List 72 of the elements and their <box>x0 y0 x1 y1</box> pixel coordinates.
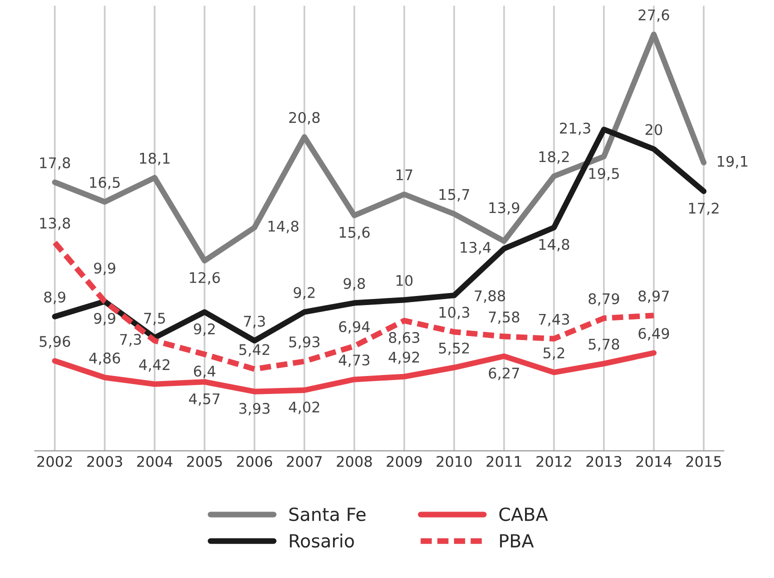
data-label: 19,5 <box>589 168 619 180</box>
x-tick-label: 2014 <box>636 456 672 467</box>
data-label: 7,3 <box>244 316 265 328</box>
data-label: 8,97 <box>638 290 669 304</box>
data-label: 15,7 <box>440 189 470 202</box>
data-label: 4,57 <box>189 393 220 406</box>
x-tick-label: 2004 <box>137 456 172 467</box>
data-label: 13,8 <box>40 218 70 230</box>
legend-label: Rosario <box>290 534 354 548</box>
x-tick-label: 2010 <box>436 456 472 467</box>
data-label: 7,3 <box>120 334 141 346</box>
legend-label: PBA <box>500 534 534 548</box>
data-label: 4,73 <box>338 354 370 368</box>
data-label: 15,6 <box>340 226 370 240</box>
x-tick-label: 2007 <box>286 456 322 467</box>
data-label: 14,8 <box>539 238 570 252</box>
data-label: 7,43 <box>538 314 570 326</box>
data-label: 5,96 <box>40 336 70 348</box>
data-label: 4,86 <box>89 352 120 366</box>
x-tick-label: 2002 <box>37 456 72 467</box>
data-label: 5,78 <box>588 338 620 352</box>
x-tick-label: 2012 <box>536 456 572 467</box>
x-tick-label: 2009 <box>386 456 422 467</box>
data-label: 19,1 <box>718 156 748 168</box>
data-label: 5,52 <box>439 342 469 356</box>
data-label: 10 <box>396 274 413 286</box>
data-label: 5,2 <box>544 347 564 360</box>
data-label: 4,02 <box>288 402 320 414</box>
x-tick-label: 2011 <box>486 456 522 467</box>
data-label: 8,63 <box>388 332 420 344</box>
data-label: 9,9 <box>94 262 116 276</box>
data-label: 7,58 <box>489 311 520 324</box>
data-label: 9,2 <box>294 287 315 300</box>
data-label: 5,42 <box>239 344 270 357</box>
data-label: 12,6 <box>190 272 220 285</box>
x-tick-label: 2006 <box>236 456 272 467</box>
data-label: 4,92 <box>388 352 419 364</box>
data-label: 20,8 <box>289 112 320 125</box>
data-label: 14,8 <box>268 220 298 234</box>
data-label: 27,6 <box>638 9 670 22</box>
data-label: 4,42 <box>139 359 170 372</box>
data-label: 6,27 <box>488 368 520 380</box>
data-label: 18,2 <box>539 151 569 164</box>
data-label: 6,4 <box>194 366 216 378</box>
data-label: 17,8 <box>40 157 70 170</box>
data-label: 6,94 <box>339 321 370 334</box>
data-label: 20 <box>646 124 662 136</box>
data-label: 5,93 <box>289 336 320 349</box>
data-label: 9,9 <box>94 312 116 326</box>
data-label: 21,3 <box>560 122 590 136</box>
data-label: 8,9 <box>44 292 66 304</box>
x-tick-label: 2005 <box>187 456 222 467</box>
legend-label: Santa Fe <box>289 507 366 522</box>
data-label: 6,49 <box>638 328 670 340</box>
data-label: 17 <box>396 170 412 180</box>
data-label: 7,5 <box>144 312 165 326</box>
data-label: 13,9 <box>489 202 520 215</box>
x-tick-label: 2003 <box>87 456 122 467</box>
data-label: 3,93 <box>239 402 270 416</box>
x-tick-label: 2015 <box>686 456 722 467</box>
data-label: 13,4 <box>460 242 491 254</box>
data-label: 16,5 <box>90 176 120 190</box>
data-label: 9,2 <box>194 323 215 336</box>
data-label: 18,1 <box>140 152 170 166</box>
data-label: 8,79 <box>588 293 620 306</box>
legend-label: CABA <box>499 507 548 522</box>
data-label: 7,88 <box>474 290 506 303</box>
data-label: 10,3 <box>440 306 470 320</box>
x-tick-label: 2008 <box>336 456 372 467</box>
data-label: 9,8 <box>344 278 365 291</box>
x-tick-label: 2013 <box>586 456 622 467</box>
data-label: 17,2 <box>689 202 718 216</box>
